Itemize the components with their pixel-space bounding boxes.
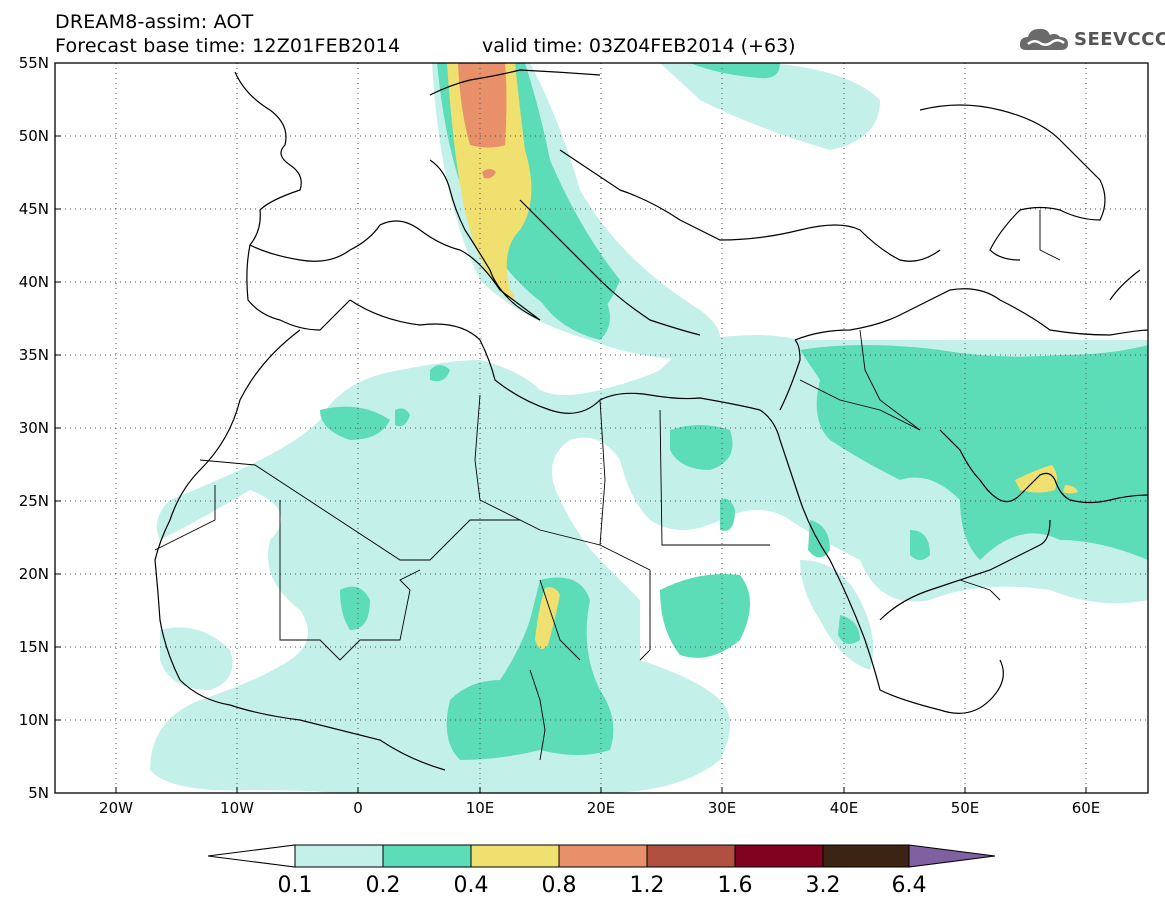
lat-label: 55N [19, 54, 49, 72]
base-time-label: Forecast base time: 12Z01FEB2014 [55, 35, 401, 57]
colorbar-label: 0.1 [278, 873, 313, 898]
lat-label: 35N [19, 346, 49, 364]
axis-ticks [55, 62, 1087, 793]
colorbar-label: 1.2 [630, 873, 665, 898]
lon-label: 40E [830, 799, 859, 817]
colorbar-swatch [646, 844, 736, 868]
lat-label: 50N [19, 127, 49, 145]
aot-band-0.8 [458, 63, 507, 179]
valid-time-label: valid time: 03Z04FEB2014 (+63) [482, 35, 796, 57]
lat-label: 25N [19, 492, 49, 510]
lon-label: 0 [353, 799, 363, 817]
colorbar-labels: 0.1 0.2 0.4 0.8 1.2 1.6 3.2 6.4 [278, 873, 927, 898]
lat-label: 45N [19, 200, 49, 218]
lat-label: 20N [19, 565, 49, 583]
lon-label: 20E [587, 799, 616, 817]
lon-labels: 20W 10W 0 10E 20E 30E 40E 50E 60E [99, 799, 1100, 817]
colorbar-swatch [558, 844, 648, 868]
aot-field [55, 63, 1148, 793]
grid-lines [55, 63, 1148, 793]
colorbar-swatch [294, 844, 384, 868]
lat-label: 40N [19, 273, 49, 291]
colorbar-label: 6.4 [892, 873, 927, 898]
colorbar [207, 844, 996, 868]
colorbar-label: 1.6 [718, 873, 753, 898]
colorbar-label: 0.8 [542, 873, 577, 898]
colorbar-over-arrow [908, 844, 996, 868]
lat-label: 10N [19, 711, 49, 729]
lon-label: 30E [708, 799, 737, 817]
lon-label: 20W [99, 799, 133, 817]
lat-labels: 55N 50N 45N 40N 35N 30N 25N 20N 15N 10N … [19, 54, 49, 802]
lon-label: 10E [466, 799, 495, 817]
lon-label: 10W [220, 799, 254, 817]
colorbar-swatch [382, 844, 472, 868]
colorbar-swatch [822, 844, 910, 868]
lat-label: 30N [19, 419, 49, 437]
map-title-line: DREAM8-assim: AOT [55, 11, 254, 33]
seevccc-logo: SEEVCCC [1018, 24, 1165, 54]
lat-label: 5N [28, 784, 49, 802]
colorbar-swatch [734, 844, 824, 868]
colorbar-swatch [470, 844, 560, 868]
lat-label: 15N [19, 638, 49, 656]
colorbar-label: 0.2 [366, 873, 401, 898]
lon-label: 50E [951, 799, 980, 817]
colorbar-label: 3.2 [806, 873, 841, 898]
colorbar-label: 0.4 [454, 873, 489, 898]
coastlines [154, 69, 1148, 771]
lon-label: 60E [1072, 799, 1101, 817]
cloud-icon [1019, 28, 1068, 50]
country-borders [154, 210, 1061, 761]
logo-text: SEEVCCC [1074, 28, 1165, 50]
colorbar-under-arrow [207, 844, 296, 868]
